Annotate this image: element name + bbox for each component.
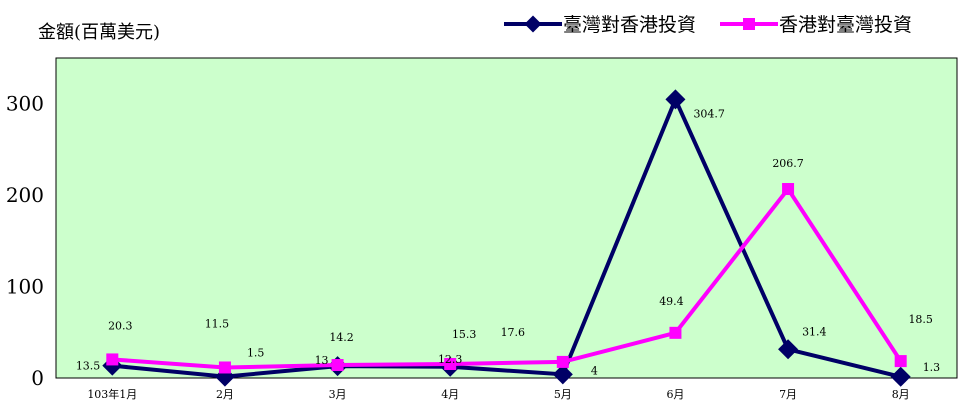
legend-marker-square-icon: [743, 18, 755, 30]
series-line-1: [112, 185, 903, 370]
data-label-s1-2: 14.2: [329, 331, 354, 344]
data-label-s0-3: 12.3: [438, 353, 463, 366]
data-label-s0-0: 13.5: [76, 360, 101, 373]
series-0-point-5: [665, 89, 686, 110]
series-0-point-4: [552, 364, 573, 385]
x-tick-label-4: 5月: [554, 388, 572, 401]
y-tick-label-1: 100: [6, 275, 44, 299]
data-label-s1-4: 17.6: [501, 326, 526, 339]
y-tick-label-0: 0: [31, 366, 44, 390]
legend-marker-diamond-icon: [524, 15, 542, 33]
legend-item-0: 臺灣對香港投資: [504, 14, 696, 36]
x-axis: 103年1月 2月 3月 4月 5月 6月 7月 8月: [87, 387, 909, 401]
data-label-layer: 13.5 1.5 13 12.3 4 304.7 31.4 1.3 20.3 11.5 14.2 15…: [76, 107, 940, 377]
series-1-point-1: [218, 361, 231, 374]
data-label-s0-7: 1.3: [923, 361, 941, 374]
x-tick-label-7: 8月: [892, 388, 910, 401]
series-1-point-7: [894, 355, 907, 368]
x-tick-label-2: 3月: [329, 388, 347, 401]
data-label-s1-0: 20.3: [108, 319, 133, 332]
data-label-s1-6: 206.7: [772, 157, 804, 170]
series-line-0: [112, 94, 902, 379]
data-label-s0-5: 304.7: [693, 107, 725, 120]
legend-label-0: 臺灣對香港投資: [563, 14, 696, 36]
series-1-point-2: [331, 359, 344, 372]
series-1-point-5: [669, 326, 682, 339]
x-tick-label-5: 6月: [666, 388, 684, 401]
y-tick-label-2: 200: [6, 183, 44, 207]
series-0-point-7: [890, 366, 911, 387]
y-tick-label-3: 300: [6, 92, 44, 116]
x-tick-label-3: 4月: [441, 388, 459, 401]
series-layer: [102, 89, 911, 387]
data-label-s1-1: 11.5: [205, 317, 230, 330]
data-label-s0-6: 31.4: [802, 325, 827, 338]
data-label-s1-5: 49.4: [659, 295, 684, 308]
series-0-point-6: [778, 339, 799, 360]
data-label-s0-1: 1.5: [247, 347, 265, 360]
legend: 臺灣對香港投資 香港對臺灣投資: [504, 14, 912, 36]
x-tick-label-0: 103年1月: [87, 387, 137, 401]
data-label-s0-2: 13: [315, 354, 329, 367]
legend-item-1: 香港對臺灣投資: [720, 14, 912, 36]
series-1-point-4: [556, 355, 569, 368]
x-tick-label-1: 2月: [216, 388, 234, 401]
series-1-point-0: [106, 353, 119, 366]
data-label-s1-3: 15.3: [452, 328, 477, 341]
unit-label: 金額(百萬美元): [38, 22, 160, 43]
data-label-s0-4: 4: [591, 364, 598, 377]
legend-label-1: 香港對臺灣投資: [779, 14, 912, 36]
series-1-point-3: [444, 358, 457, 371]
y-axis: 0 100 200 300: [6, 92, 44, 390]
series-1-point-6: [782, 183, 795, 196]
x-tick-label-6: 7月: [779, 388, 797, 401]
data-label-s1-7: 18.5: [908, 313, 933, 326]
